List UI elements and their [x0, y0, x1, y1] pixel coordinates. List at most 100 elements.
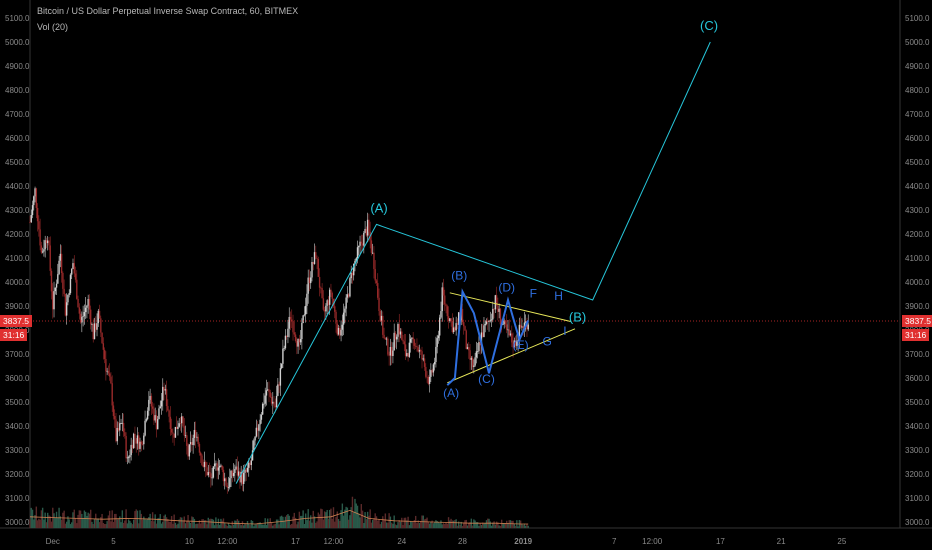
- volume-bar: [325, 512, 327, 528]
- candle-body: [255, 427, 258, 437]
- candle-body: [114, 416, 116, 420]
- candle-body: [321, 288, 323, 299]
- candle-body: [411, 337, 413, 339]
- volume-bar: [183, 516, 185, 528]
- volume-bar: [107, 515, 110, 528]
- volume-bar: [473, 519, 475, 528]
- candle-body: [351, 272, 354, 276]
- candle-body: [502, 324, 504, 325]
- volume-bar: [169, 521, 172, 528]
- volume-bar: [93, 518, 96, 528]
- volume-bar: [316, 521, 318, 528]
- candle-body: [288, 316, 290, 329]
- volume-bar: [298, 511, 301, 528]
- candle-body: [150, 395, 153, 407]
- volume-bar: [272, 525, 274, 528]
- price-tick-label-right: 3900.0: [905, 302, 930, 311]
- volume-bar: [155, 523, 158, 528]
- volume-bar: [260, 524, 263, 528]
- volume-bar: [364, 512, 366, 528]
- candle-body: [447, 316, 450, 322]
- volume-bar: [310, 515, 312, 528]
- candle-body: [377, 283, 379, 298]
- candle-body: [387, 338, 389, 355]
- volume-bar: [334, 521, 336, 528]
- volume-bar: [86, 515, 88, 528]
- candle-body: [267, 389, 269, 391]
- candle-body: [149, 395, 151, 400]
- time-tick-label: 2019: [514, 537, 532, 546]
- candle-body: [397, 324, 399, 337]
- volume-bar: [77, 514, 79, 528]
- candle-body: [253, 440, 255, 451]
- candle-body: [221, 465, 223, 470]
- candle-body: [103, 349, 106, 359]
- candle-body: [416, 346, 418, 348]
- volume-bar: [31, 509, 34, 528]
- volume-bar: [175, 524, 178, 528]
- volume-bar: [380, 521, 383, 528]
- volume-bar: [55, 511, 58, 528]
- volume-bar: [173, 514, 175, 528]
- volume-bar: [72, 512, 74, 528]
- volume-bar: [392, 523, 394, 528]
- time-tick-label: 17: [291, 537, 300, 546]
- candle-body: [298, 338, 301, 343]
- candle-body: [218, 465, 221, 468]
- candle-body: [312, 261, 314, 264]
- volume-bar: [227, 522, 230, 528]
- candle-body: [364, 228, 366, 233]
- candle-body: [431, 370, 433, 373]
- volume-bar: [342, 515, 345, 528]
- volume-bar: [397, 522, 399, 528]
- candle-body: [29, 222, 31, 223]
- volume-bar: [134, 511, 136, 528]
- candle-body: [315, 252, 317, 259]
- candle-body: [136, 435, 139, 444]
- volume-bar: [475, 522, 478, 528]
- candle-body: [323, 309, 326, 312]
- price-tick-label-right: 4500.0: [905, 158, 930, 167]
- volume-bar: [451, 520, 454, 528]
- candle-body: [509, 333, 512, 336]
- candle-body: [40, 245, 43, 253]
- candle-body: [189, 442, 192, 445]
- candle-body: [78, 307, 81, 314]
- candle-body: [124, 432, 126, 437]
- candle-body: [398, 324, 400, 335]
- price-tick-label-left: 4300.0: [5, 206, 30, 215]
- volume-bar: [277, 519, 279, 528]
- volume-bar: [196, 523, 198, 528]
- price-tick-label-left: 3700.0: [5, 350, 30, 359]
- candle-body: [63, 288, 65, 295]
- volume-bar: [527, 525, 529, 528]
- candle-body: [268, 389, 270, 393]
- candle-body: [245, 469, 247, 472]
- volume-bar: [409, 521, 412, 528]
- candle-body: [394, 332, 397, 340]
- volume-bar: [341, 503, 344, 528]
- candle-body: [59, 253, 62, 261]
- volume-bar: [182, 521, 184, 528]
- volume-bar: [259, 522, 261, 528]
- volume-bar: [459, 524, 461, 528]
- time-axis[interactable]: Dec 5 10 12:00 17 12:00 24 28 2019 7 12:00 17 21 25: [46, 537, 847, 546]
- volume-bar: [239, 523, 241, 528]
- candle-body: [385, 338, 388, 340]
- volume-bar: [202, 519, 204, 528]
- candle-body: [35, 188, 38, 208]
- candle-body: [463, 322, 465, 327]
- candle-body: [194, 429, 197, 438]
- candle-body: [440, 311, 442, 318]
- volume-bar: [241, 521, 244, 528]
- volume-bar: [213, 525, 216, 528]
- time-tick-label: 21: [777, 537, 786, 546]
- candle-body: [186, 435, 188, 446]
- volume-bar: [124, 520, 126, 528]
- triangle-wave-label: (E): [513, 338, 529, 352]
- price-axis[interactable]: 3000.0 3000.0 3100.0 3100.0 3200.0 3200.0 3300…: [5, 14, 930, 527]
- candle-body: [31, 205, 34, 216]
- volume-bar: [78, 510, 81, 528]
- candle-body: [289, 316, 292, 320]
